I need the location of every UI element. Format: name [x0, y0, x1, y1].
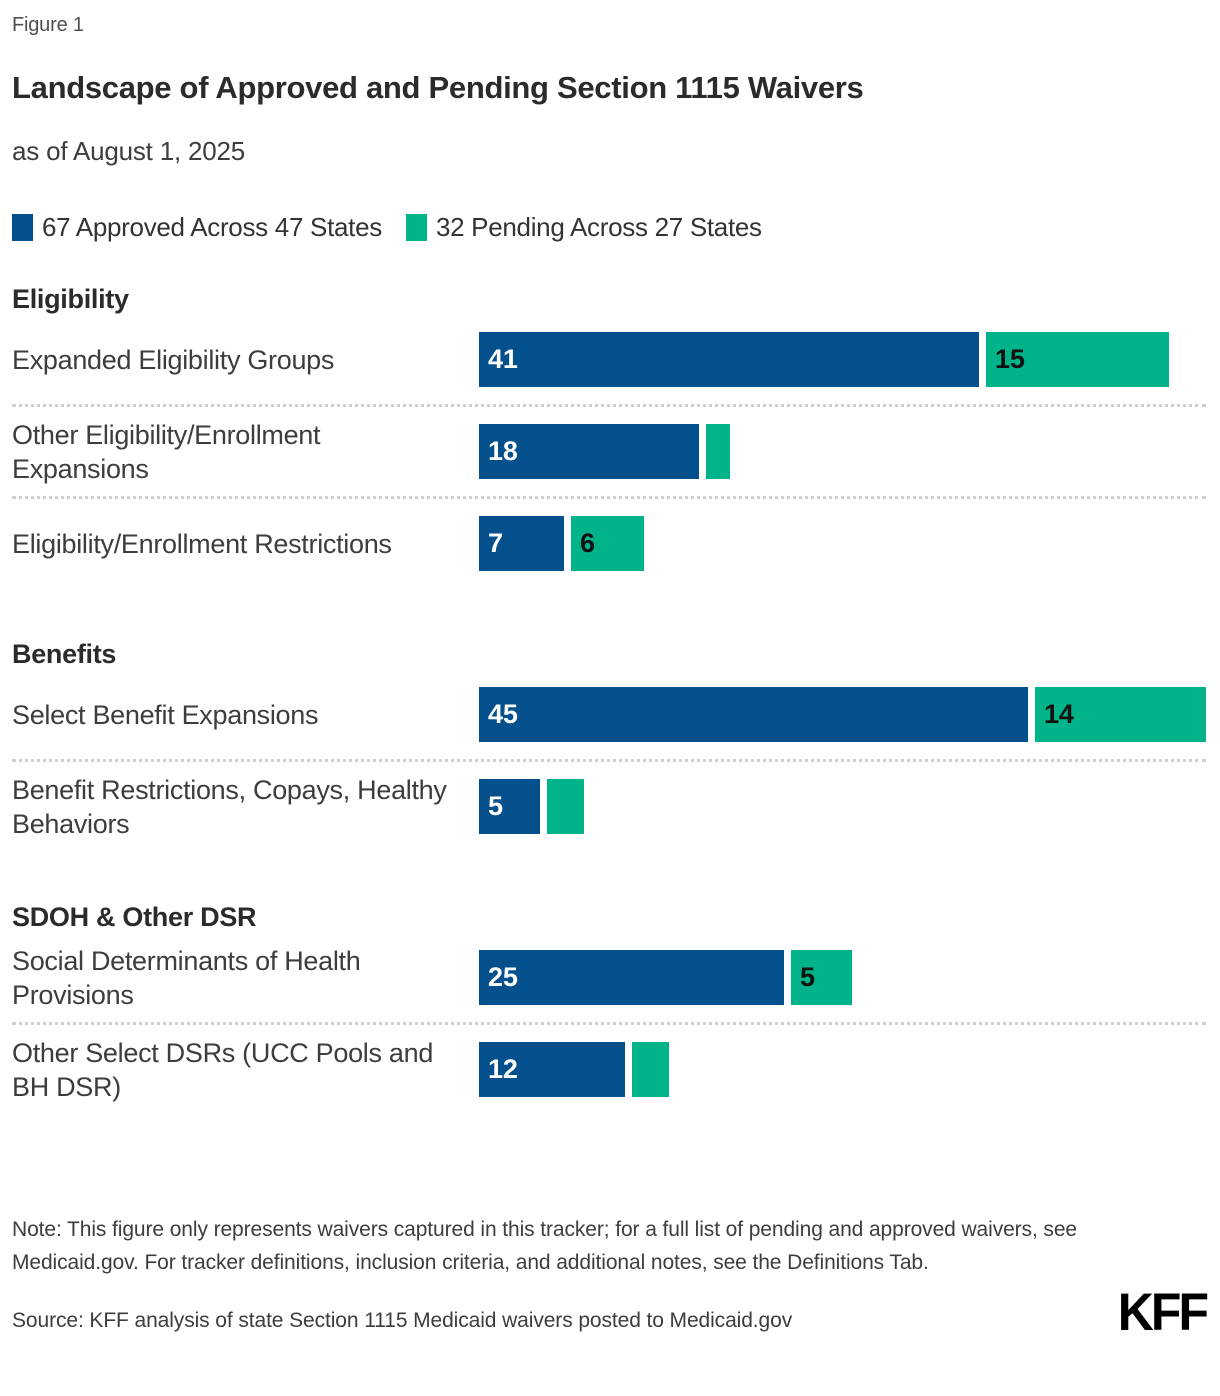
approved-bar-value: 25 — [488, 962, 518, 992]
pending-bar-value: 14 — [1044, 699, 1074, 729]
pending-bar-value: 6 — [580, 528, 595, 558]
row-label: Eligibility/Enrollment Restrictions — [12, 528, 392, 559]
approved-bar: 18 — [479, 424, 699, 479]
kff-logo: KFF — [1117, 1282, 1209, 1342]
section-header-benefits: Benefits — [12, 639, 117, 669]
note-text: Note: This figure only represents waiver… — [12, 1218, 1077, 1274]
row-label: Select Benefit Expansions — [12, 699, 319, 730]
chart-row-benefit-restrictions: Benefit Restrictions, Copays, Healthy Be… — [12, 775, 1206, 839]
pending-legend-label: 32 Pending Across 27 States — [435, 212, 762, 242]
bar-group: 25 5 — [479, 950, 1206, 1005]
figure-label: Figure 1 — [12, 14, 84, 36]
approved-bar: 45 — [479, 687, 1028, 742]
pending-bar: 5 — [791, 950, 852, 1005]
section-header-sdoh: SDOH & Other DSR — [12, 902, 257, 932]
bar-group: 5 — [479, 779, 1206, 834]
chart-row-other-eligibility-expansions: Other Eligibility/Enrollment Expansions … — [12, 420, 1206, 484]
row-divider — [12, 1022, 1206, 1025]
row-label: Expanded Eligibility Groups — [12, 344, 335, 375]
chart-row-sdoh-provisions: Social Determinants of Health Provisions… — [12, 946, 1206, 1010]
approved-bar-value: 7 — [488, 528, 503, 558]
approved-bar-value: 41 — [488, 344, 518, 374]
row-label: Other Eligibility/Enrollment Expansions — [12, 419, 321, 484]
row-label: Social Determinants of Health Provisions — [12, 945, 361, 1010]
chart-row-expanded-eligibility-groups: Expanded Eligibility Groups 41 15 — [12, 332, 1206, 387]
bar-group: 45 14 — [479, 687, 1206, 742]
legend: 67 Approved Across 47 States 32 Pending … — [12, 212, 1206, 243]
approved-bar: 25 — [479, 950, 784, 1005]
pending-bar — [706, 424, 730, 479]
bar-group: 18 — [479, 424, 1206, 479]
approved-legend-label: 67 Approved Across 47 States — [42, 212, 382, 242]
bar-group: 7 6 — [479, 516, 1206, 571]
legend-item-approved: 67 Approved Across 47 States — [12, 212, 382, 243]
legend-item-pending: 32 Pending Across 27 States — [405, 212, 762, 243]
bar-group: 12 — [479, 1042, 1206, 1097]
row-label: Benefit Restrictions, Copays, Healthy Be… — [12, 774, 447, 839]
approved-bar: 12 — [479, 1042, 625, 1097]
chart-row-eligibility-restrictions: Eligibility/Enrollment Restrictions 7 6 — [12, 516, 1206, 571]
source-text: Source: KFF analysis of state Section 11… — [12, 1309, 793, 1332]
approved-bar: 41 — [479, 332, 979, 387]
pending-bar-value: 5 — [800, 962, 815, 992]
approved-legend-swatch — [12, 214, 33, 241]
row-divider — [12, 759, 1206, 762]
chart-subtitle: as of August 1, 2025 — [12, 136, 246, 166]
pending-legend-swatch — [405, 214, 427, 241]
approved-bar: 7 — [479, 516, 564, 571]
row-divider — [12, 496, 1206, 499]
approved-bar-value: 5 — [488, 791, 503, 821]
approved-bar-value: 18 — [488, 436, 518, 466]
chart-row-other-select-dsrs: Other Select DSRs (UCC Pools and BH DSR)… — [12, 1038, 1206, 1102]
pending-bar-value: 15 — [995, 344, 1025, 374]
bar-group: 41 15 — [479, 332, 1206, 387]
approved-bar-value: 12 — [488, 1054, 518, 1084]
approved-bar-value: 45 — [488, 699, 518, 729]
pending-bar — [632, 1042, 669, 1097]
pending-bar: 6 — [571, 516, 644, 571]
chart-title: Landscape of Approved and Pending Sectio… — [12, 70, 864, 105]
row-label: Other Select DSRs (UCC Pools and BH DSR) — [12, 1037, 434, 1102]
pending-bar — [547, 779, 584, 834]
row-divider — [12, 404, 1206, 407]
pending-bar: 14 — [1035, 687, 1206, 742]
chart-row-select-benefit-expansions: Select Benefit Expansions 45 14 — [12, 687, 1206, 742]
pending-bar: 15 — [986, 332, 1169, 387]
approved-bar: 5 — [479, 779, 540, 834]
footer: Source: KFF analysis of state Section 11… — [12, 1282, 1209, 1342]
section-header-eligibility: Eligibility — [12, 284, 129, 314]
